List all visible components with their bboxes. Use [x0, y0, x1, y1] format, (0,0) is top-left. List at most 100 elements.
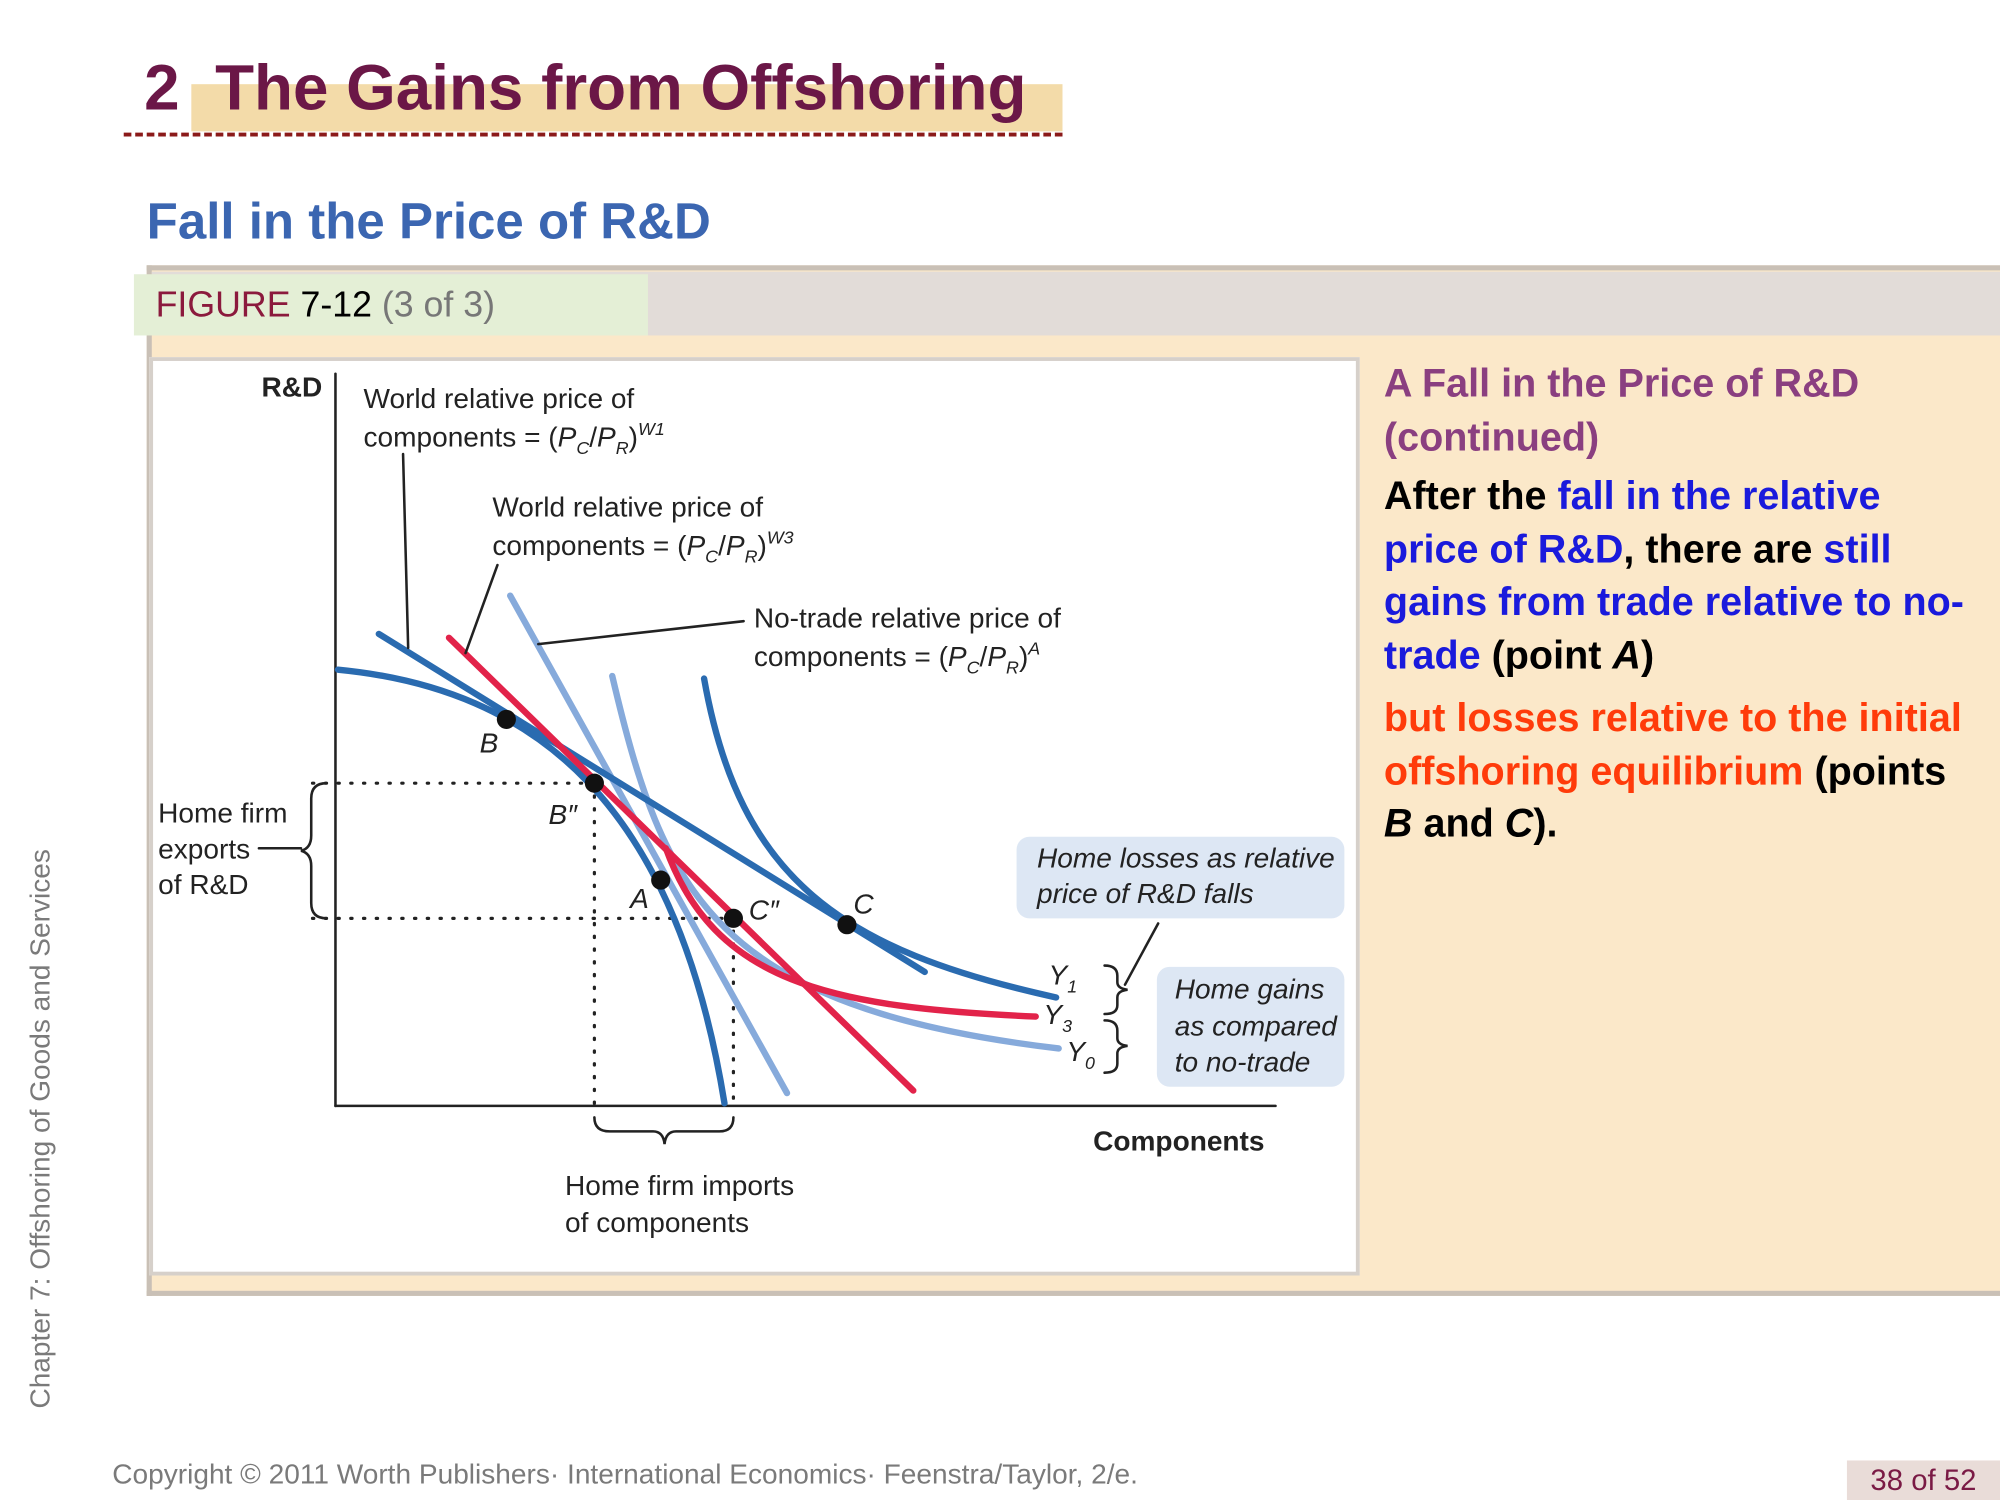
text-segment: 1	[1067, 976, 1077, 996]
text-segment: R	[1006, 657, 1019, 677]
imports-label: Home firm imports	[565, 1170, 794, 1201]
text-segment: P	[597, 421, 616, 452]
text: (points	[1803, 748, 1947, 793]
point-label: B	[480, 728, 499, 759]
text-segment: Y	[1066, 1036, 1087, 1067]
curve-y3	[662, 845, 1039, 1020]
text-segment: components = (	[754, 641, 949, 672]
section-number: 2	[144, 52, 180, 124]
copyright: Copyright © 2011 Worth Publishers· Inter…	[112, 1457, 1138, 1490]
losses-note: price of R&D falls	[1036, 878, 1254, 909]
figure-word: FIGURE	[155, 284, 291, 324]
text-segment: )	[629, 421, 638, 452]
price-formula: components = (PC/PR)W3	[492, 527, 793, 566]
curve-label: Y1	[1048, 960, 1077, 997]
braces	[300, 781, 1128, 1145]
page-number: 38 of 52	[1846, 1460, 2000, 1500]
text: )	[1640, 632, 1655, 677]
paragraph: After the fall in the relative price of …	[1384, 469, 1983, 681]
title-highlight	[191, 84, 1063, 132]
text-segment: P	[558, 421, 577, 452]
price-label: World relative price of	[364, 383, 635, 414]
text-segment: W1	[638, 419, 665, 439]
equilibrium-point	[723, 908, 743, 928]
equilibrium-point	[584, 773, 604, 793]
figure-label: FIGURE 7-12 (3 of 3)	[133, 274, 648, 336]
text-segment: 3	[1062, 1016, 1072, 1036]
paragraph: but losses relative to the initial offsh…	[1384, 691, 1983, 850]
text-segment: A	[1027, 638, 1040, 658]
text-segment: Y	[1048, 960, 1069, 991]
text-segment: C	[967, 657, 980, 677]
text-segment: /	[718, 530, 726, 561]
figure-number: 7-12	[300, 284, 372, 324]
text-segment: )	[757, 530, 766, 561]
text-segment: P	[948, 641, 967, 672]
gains-note: to no-trade	[1175, 1046, 1311, 1077]
curve-y1	[700, 675, 1060, 1001]
price-formula: components = (PC/PR)A	[754, 638, 1040, 677]
explanation-heading: A Fall in the Price of R&D (continued)	[1383, 360, 1860, 460]
price-line-w1	[375, 630, 928, 976]
text-segment: 0	[1085, 1053, 1095, 1073]
text-segment: components = (	[364, 421, 559, 452]
exports-label: exports	[158, 833, 250, 864]
diagram-panel	[149, 357, 1360, 1276]
text-segment: R	[616, 438, 629, 458]
curve-y0	[609, 672, 1062, 1052]
text-segment: /	[980, 641, 988, 672]
highlight: fall in the relative price of R&D	[1383, 473, 1881, 571]
text-segment: components = (	[492, 530, 687, 561]
price-label: World relative price of	[492, 492, 763, 523]
text: (point	[1480, 632, 1613, 677]
text-segment: C	[705, 546, 718, 566]
text: , there are	[1623, 526, 1824, 571]
text: and	[1412, 801, 1505, 846]
point-label: B″	[548, 799, 578, 830]
text-segment: C	[576, 438, 589, 458]
slide-title: 2 The Gains from Offshoring	[144, 51, 1026, 125]
text-segment: P	[686, 530, 705, 561]
losses-callout	[1016, 836, 1345, 919]
text-segment: P	[987, 641, 1006, 672]
guide-lines	[310, 781, 736, 1108]
text-segment: R	[745, 546, 758, 566]
imports-label: of components	[565, 1207, 749, 1238]
losses-note: Home losses as relative	[1037, 842, 1335, 873]
point-label: C″	[749, 895, 780, 926]
highlight: but losses relative to the initial offsh…	[1383, 695, 1962, 793]
price-line-w3	[445, 634, 917, 1094]
no-trade-price-line	[507, 592, 791, 1097]
curve-label: Y0	[1066, 1036, 1095, 1073]
gains-note: Home gains	[1175, 974, 1325, 1005]
equilibrium-point	[837, 915, 857, 935]
title-text: The Gains from Offshoring	[215, 52, 1027, 124]
figure-part: (3 of 3)	[381, 284, 496, 324]
price-formula: components = (PC/PR)W1	[364, 419, 665, 458]
point-ref: C	[1504, 801, 1534, 846]
gains-note: as compared	[1175, 1011, 1339, 1042]
leaders	[257, 452, 1160, 986]
point-label: C	[853, 888, 874, 919]
text: ).	[1533, 801, 1558, 846]
highlight: still gains from trade relative to no-tr…	[1383, 526, 1964, 677]
y-axis-label: R&D	[261, 372, 322, 403]
equilibrium-point	[651, 870, 671, 890]
exports-label: Home firm	[158, 798, 287, 829]
text-segment: Y	[1043, 999, 1064, 1030]
text: After the	[1383, 473, 1558, 518]
point-ref: B	[1383, 801, 1413, 846]
subtitle: Fall in the Price of R&D	[146, 193, 711, 250]
curve-label: Y3	[1043, 999, 1072, 1036]
text-segment: W3	[767, 527, 794, 547]
point-ref: A	[1612, 632, 1641, 677]
exports-label: of R&D	[158, 869, 248, 900]
equilibrium-point	[496, 709, 516, 729]
text-segment: P	[726, 530, 745, 561]
text-segment: )	[1019, 641, 1028, 672]
explanation: A Fall in the Price of R&D (continued) A…	[1384, 357, 1983, 860]
x-axis-label: Components	[1093, 1126, 1264, 1157]
